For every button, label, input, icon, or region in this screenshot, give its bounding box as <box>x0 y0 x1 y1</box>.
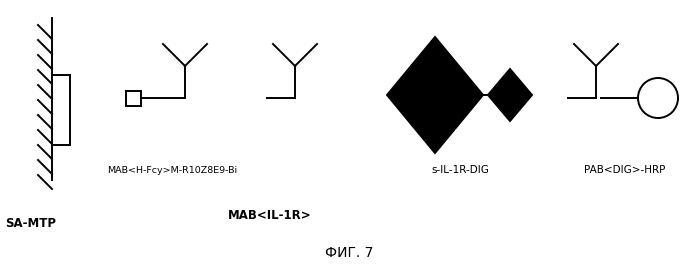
Polygon shape <box>387 37 483 153</box>
Bar <box>126 91 140 105</box>
Text: MAB<H-Fcy>M-R10Z8E9-Bi: MAB<H-Fcy>M-R10Z8E9-Bi <box>107 166 237 175</box>
Text: ФИГ. 7: ФИГ. 7 <box>325 246 374 260</box>
Polygon shape <box>488 69 532 121</box>
Text: MAB<IL-1R>: MAB<IL-1R> <box>228 209 312 222</box>
Text: PAB<DIG>-HRP: PAB<DIG>-HRP <box>584 165 665 175</box>
Text: SA-MTP: SA-MTP <box>5 217 56 230</box>
Text: s-IL-1R-DIG: s-IL-1R-DIG <box>431 165 489 175</box>
Circle shape <box>638 78 678 118</box>
